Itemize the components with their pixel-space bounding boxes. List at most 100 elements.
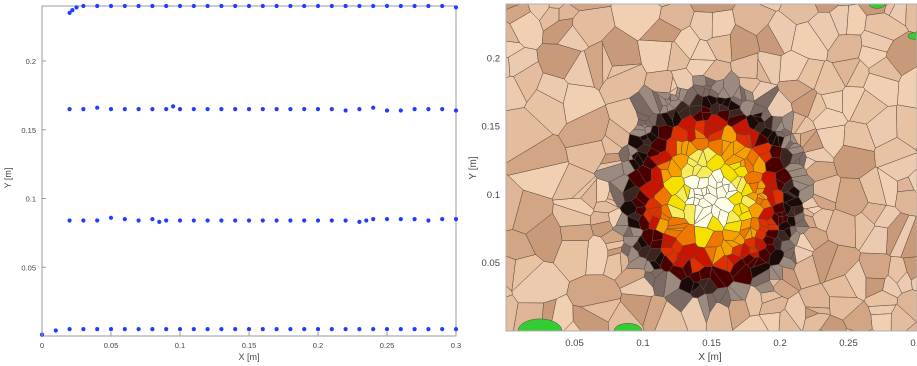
scatter-point xyxy=(219,327,224,332)
scatter-point xyxy=(357,219,362,224)
voronoi-cell xyxy=(511,254,545,292)
left-y-axis-label: Y [m] xyxy=(3,168,13,189)
voronoi-cell xyxy=(794,218,810,228)
voronoi-cell xyxy=(790,21,829,62)
voronoi-cell xyxy=(755,197,764,206)
voronoi-cell xyxy=(717,86,731,99)
green-edge-cell xyxy=(868,4,886,9)
voronoi-cell xyxy=(779,148,793,169)
scatter-point xyxy=(440,3,445,9)
left-x-tick-labels: 0 0.05 0.1 0.15 0.2 0.25 0.3 xyxy=(40,332,461,350)
voronoi-cell xyxy=(812,193,837,211)
scatter-point xyxy=(412,217,417,222)
voronoi-cell xyxy=(707,114,728,128)
voronoi-cell xyxy=(692,163,703,176)
voronoi-cell xyxy=(607,188,615,201)
scatter-point xyxy=(274,218,279,223)
x-tick-label: 0.1 xyxy=(636,338,649,349)
voronoi-cell xyxy=(721,176,732,186)
scatter-point xyxy=(136,218,141,223)
scatter-point xyxy=(288,107,293,112)
scatter-point xyxy=(371,217,376,222)
voronoi-cell xyxy=(794,245,814,264)
scatter-point xyxy=(191,218,196,223)
scatter-point xyxy=(426,327,431,332)
y-tick-label: 0.15 xyxy=(482,122,501,133)
y-tick-label: 0.05 xyxy=(482,258,501,269)
scatter-point xyxy=(122,107,127,112)
voronoi-cell xyxy=(466,0,504,9)
scatter-point xyxy=(53,328,58,333)
scatter-point xyxy=(315,107,321,112)
scatter-point xyxy=(171,104,176,109)
voronoi-cell xyxy=(697,277,710,290)
scatter-point xyxy=(246,327,252,332)
voronoi-cell xyxy=(653,186,672,206)
y-tick-label: 0.1 xyxy=(26,195,36,204)
voronoi-cell xyxy=(757,217,769,229)
voronoi-cell xyxy=(732,203,742,217)
voronoi-cell xyxy=(718,104,730,112)
voronoi-cell xyxy=(689,11,713,42)
voronoi-cell xyxy=(706,184,718,198)
scatter-point xyxy=(233,107,238,112)
voronoi-cell xyxy=(655,113,667,128)
scatter-point xyxy=(260,327,265,332)
scatter-point xyxy=(164,107,169,112)
x-tick-label: 0.3 xyxy=(910,338,917,349)
scatter-point xyxy=(108,215,114,220)
x-tick-label: 0.15 xyxy=(242,341,257,350)
voronoi-cell xyxy=(666,227,686,231)
voronoi-cell xyxy=(738,77,761,93)
scatter-point xyxy=(315,3,321,9)
scatter-point xyxy=(371,3,376,9)
voronoi-cell xyxy=(876,152,917,182)
voronoi-cell xyxy=(665,251,679,265)
voronoi-cell xyxy=(772,278,800,300)
scatter-point xyxy=(315,218,321,223)
voronoi-cell xyxy=(874,205,902,229)
voronoi-cell xyxy=(720,124,737,143)
y-tick-label: 0.2 xyxy=(487,54,500,65)
voronoi-cell xyxy=(821,274,858,298)
voronoi-cell xyxy=(793,205,804,217)
voronoi-cell xyxy=(774,211,783,217)
voronoi-cell xyxy=(656,93,669,107)
scatter-point xyxy=(260,218,265,223)
voronoi-cell xyxy=(712,244,725,266)
scatter-point xyxy=(371,327,376,332)
voronoi-cell xyxy=(572,6,616,48)
left-plot-frame xyxy=(41,5,457,337)
scatter-point xyxy=(329,327,334,332)
voronoi-cell xyxy=(596,177,610,203)
scatter-point xyxy=(274,327,279,332)
right-x-tick-labels: 0.05 0.1 0.15 0.2 0.25 0.3 xyxy=(565,338,917,349)
scatter-point xyxy=(95,105,100,110)
voronoi-cell xyxy=(732,233,746,245)
scatter-point xyxy=(233,3,238,9)
x-tick-label: 0.3 xyxy=(451,341,461,350)
voronoi-cell xyxy=(842,300,873,331)
scatter-point xyxy=(205,3,210,9)
scatter-point xyxy=(157,219,162,224)
voronoi-cell xyxy=(897,66,917,109)
scatter-point xyxy=(164,3,169,9)
scatter-point xyxy=(219,3,224,9)
scatter-point xyxy=(440,107,445,112)
right-voronoi-cells xyxy=(466,0,917,366)
voronoi-cell xyxy=(466,311,511,366)
voronoi-cell xyxy=(865,277,886,299)
voronoi-cell xyxy=(559,224,594,241)
scatter-point xyxy=(412,3,417,9)
voronoi-cell xyxy=(548,4,566,9)
voronoi-cell xyxy=(905,4,917,34)
x-tick-label: 0.25 xyxy=(839,338,858,349)
voronoi-cell xyxy=(762,235,776,246)
right-y-axis-label: Y [m] xyxy=(468,156,479,179)
voronoi-cell xyxy=(706,94,718,107)
voronoi-cell xyxy=(693,211,713,229)
scatter-point xyxy=(233,218,238,223)
voronoi-cell xyxy=(584,40,604,92)
voronoi-cell xyxy=(751,112,763,118)
